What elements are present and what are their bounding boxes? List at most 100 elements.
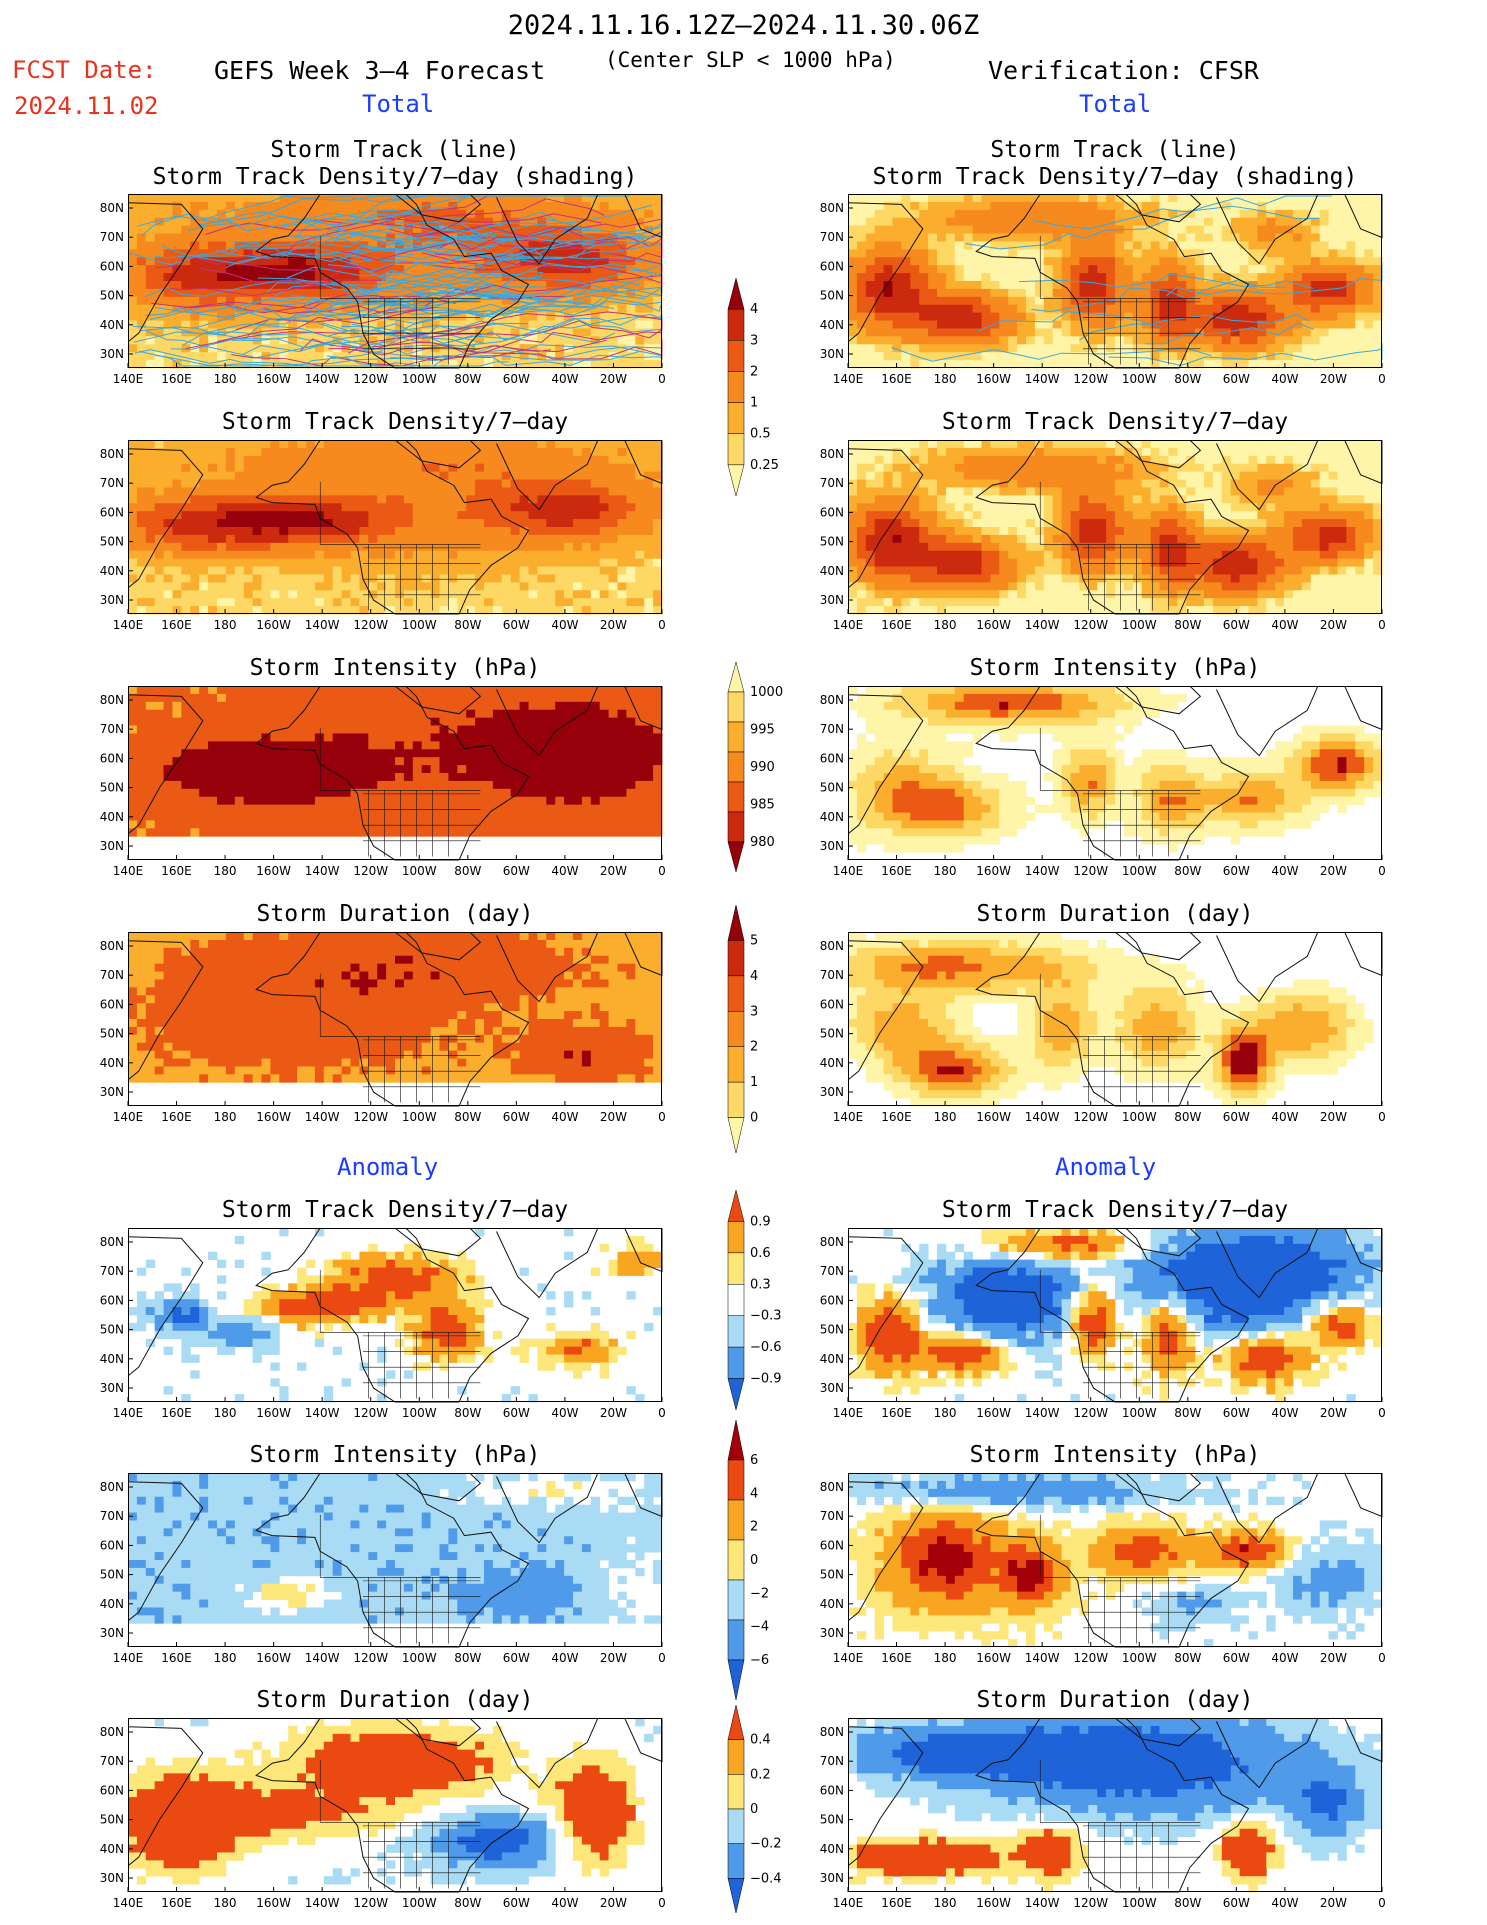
lon-tick-label: 160E <box>881 1896 912 1910</box>
lon-tick-label: 80W <box>1174 618 1201 632</box>
lat-tick-label: 40N <box>100 1597 124 1611</box>
lat-tick-label: 60N <box>820 751 844 765</box>
colorbar-label: −0.3 <box>750 1309 782 1324</box>
panel-title-fc-intensity: Storm Intensity (hPa) <box>249 655 541 681</box>
colorbar-label: 6 <box>750 1453 758 1468</box>
fcst-date-label: FCST Date: <box>12 56 157 84</box>
lon-tick-label: 120W <box>1073 1110 1108 1124</box>
map-fc-duration-anom: 140E 160E 180 160W 140W 120W 100W 80W 60W 40W 20W 0… <box>100 1718 666 1910</box>
colorbar-label: 2 <box>750 1520 758 1535</box>
lon-tick-label: 40W <box>551 1110 578 1124</box>
map-obs-intensity-anom: 140E 160E 180 160W 140W 120W 100W 80W 60W 40W 20W 0… <box>820 1473 1386 1665</box>
lat-tick-label: 70N <box>820 230 844 244</box>
lon-tick-label: 20W <box>600 1651 627 1665</box>
lon-tick-label: 20W <box>1320 1651 1347 1665</box>
panel-title-obs-density-anom: Storm Track Density/7–day <box>941 1197 1289 1223</box>
lat-tick-label: 60N <box>100 1783 124 1797</box>
lon-tick-label: 40W <box>1271 1651 1298 1665</box>
lat-tick-label: 60N <box>820 505 844 519</box>
map-obs-duration-anom: 140E 160E 180 160W 140W 120W 100W 80W 60W 40W 20W 0… <box>820 1718 1386 1910</box>
lon-tick-label: 20W <box>1320 1110 1347 1124</box>
lon-tick-label: 140W <box>1025 864 1060 878</box>
lat-tick-label: 30N <box>100 1871 124 1885</box>
colorbar-label: 3 <box>750 333 758 348</box>
lat-tick-label: 30N <box>100 1381 124 1395</box>
lat-tick-label: 30N <box>820 1381 844 1395</box>
panel-title-fc-intensity-anom: Storm Intensity (hPa) <box>249 1442 541 1468</box>
fcst-date-value: 2024.11.02 <box>14 92 159 120</box>
lon-tick-label: 20W <box>600 1110 627 1124</box>
lon-tick-label: 60W <box>1223 372 1250 386</box>
coastlines <box>847 1473 1383 1648</box>
lat-tick-label: 30N <box>820 839 844 853</box>
section-anomaly-right: Anomaly <box>1055 1153 1157 1181</box>
map-fc-intensity: 140E 160E 180 160W 140W 120W 100W 80W 60W 40W 20W 0… <box>100 686 666 878</box>
colorbar-label: 4 <box>750 302 758 317</box>
lon-tick-label: 40W <box>1271 1896 1298 1910</box>
map-fc-track: 140E 160E 180 160W 140W 120W 100W 80W 60W 40W 20W 0… <box>100 194 666 386</box>
lat-tick-label: 70N <box>820 968 844 982</box>
field-shading <box>128 1718 663 1885</box>
lat-tick-label: 40N <box>100 1352 124 1366</box>
panel-title-fc-track: Storm Track (line) Storm Track Density/7… <box>152 137 638 190</box>
lat-tick-label: 50N <box>100 781 124 795</box>
colorbar-label: 2 <box>750 1040 758 1055</box>
lon-tick-label: 40W <box>551 1651 578 1665</box>
colorbar-label: −0.6 <box>750 1340 782 1355</box>
lon-tick-label: 120W <box>353 1896 388 1910</box>
lon-tick-label: 0 <box>658 618 666 632</box>
lon-tick-label: 0 <box>658 372 666 386</box>
map-fc-duration: 140E 160E 180 160W 140W 120W 100W 80W 60W 40W 20W 0… <box>100 932 666 1124</box>
lon-tick-label: 60W <box>503 372 530 386</box>
coastlines <box>127 686 663 861</box>
lon-tick-label: 160E <box>161 1896 192 1910</box>
lon-tick-label: 180 <box>934 1896 957 1910</box>
map-fc-density: 140E 160E 180 160W 140W 120W 100W 80W 60W 40W 20W 0… <box>100 440 666 632</box>
lat-tick-label: 80N <box>100 939 124 953</box>
lon-tick-label: 40W <box>1271 372 1298 386</box>
colorbar-intensity-anom: 6 4 2 0 −2 −4 −6 <box>727 1419 769 1701</box>
field-shading <box>128 686 663 837</box>
lon-tick-label: 180 <box>214 618 237 632</box>
storm-tracks <box>891 195 1383 367</box>
lon-tick-label: 40W <box>551 864 578 878</box>
lon-tick-label: 160W <box>256 1110 291 1124</box>
lon-tick-label: 80W <box>454 1406 481 1420</box>
lon-tick-label: 20W <box>600 864 627 878</box>
lon-tick-label: 40W <box>551 1896 578 1910</box>
colorbar-label: 980 <box>750 835 775 850</box>
lon-tick-label: 20W <box>1320 1896 1347 1910</box>
colorbar-label: 4 <box>750 1486 758 1501</box>
colorbar-label: 0.3 <box>750 1277 771 1292</box>
section-anomaly-left: Anomaly <box>337 1153 439 1181</box>
lon-tick-label: 100W <box>1122 1110 1157 1124</box>
lon-tick-label: 20W <box>1320 618 1347 632</box>
lat-tick-label: 70N <box>100 968 124 982</box>
lon-tick-label: 140W <box>305 1110 340 1124</box>
lon-tick-label: 80W <box>454 864 481 878</box>
colorbar-label: 4 <box>750 969 758 984</box>
colorbar-label: 0.2 <box>750 1767 771 1782</box>
lon-tick-label: 20W <box>1320 864 1347 878</box>
lat-tick-label: 30N <box>100 347 124 361</box>
lon-tick-label: 100W <box>1122 372 1157 386</box>
lon-tick-label: 160W <box>256 1896 291 1910</box>
lon-tick-label: 180 <box>214 1406 237 1420</box>
lon-tick-label: 160W <box>256 1406 291 1420</box>
field-shading <box>848 1228 1383 1403</box>
lon-tick-label: 0 <box>658 1406 666 1420</box>
lon-tick-label: 180 <box>934 372 957 386</box>
field-shading <box>128 440 663 615</box>
lat-tick-label: 50N <box>820 1813 844 1827</box>
lat-tick-label: 70N <box>100 1509 124 1523</box>
lat-tick-label: 70N <box>100 1754 124 1768</box>
panel-title-obs-intensity: Storm Intensity (hPa) <box>969 655 1261 681</box>
lon-tick-label: 140W <box>305 372 340 386</box>
lat-tick-label: 80N <box>820 1725 844 1739</box>
lon-tick-label: 0 <box>1378 864 1386 878</box>
section-total-left: Total <box>362 90 435 118</box>
field-shading <box>848 1718 1383 1893</box>
lon-tick-label: 100W <box>402 1896 437 1910</box>
lat-tick-label: 80N <box>820 1480 844 1494</box>
model-title: GEFS Week 3–4 Forecast <box>214 56 546 85</box>
